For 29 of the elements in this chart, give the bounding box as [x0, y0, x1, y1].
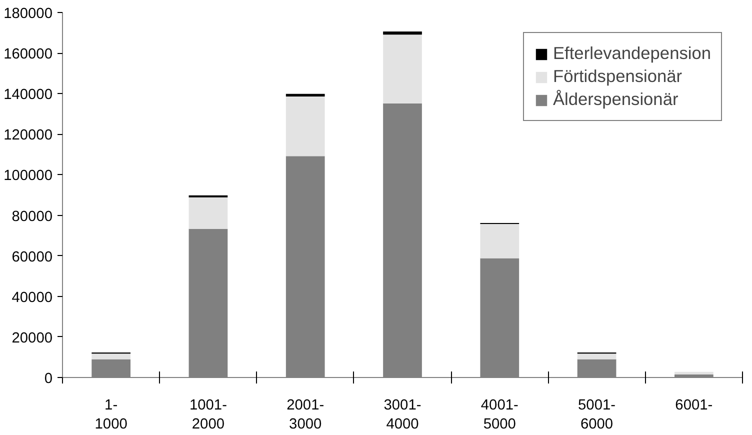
bar	[286, 94, 325, 96]
x-tick-label: 1- 1000	[94, 398, 128, 433]
x-tick-label: 4001- 5000	[480, 398, 519, 433]
x-tick-label: 6001-	[675, 398, 713, 414]
y-tick-label: 120000	[4, 128, 53, 144]
y-tick-label: 180000	[4, 6, 53, 22]
bar	[383, 34, 422, 104]
y-tick-label: 0	[44, 371, 53, 387]
bar	[383, 32, 422, 35]
y-tick-label: 20000	[12, 330, 53, 346]
legend-label: Ålderspensionär	[553, 89, 678, 110]
x-tick-label: 3001- 4000	[384, 398, 422, 433]
y-tick-label: 100000	[4, 168, 53, 184]
y-tick-label: 140000	[4, 87, 53, 104]
bar	[674, 372, 714, 374]
bar	[188, 197, 228, 229]
bar	[286, 96, 325, 156]
y-tick-label: 60000	[12, 249, 53, 266]
y-tick-label: 160000	[4, 46, 53, 63]
x-tick-label: 2001- 3000	[286, 398, 324, 433]
legend-label: Efterlevandepension	[553, 43, 711, 64]
bar	[480, 224, 520, 258]
y-tick-label: 40000	[12, 290, 53, 306]
bar	[92, 354, 130, 360]
bar	[577, 354, 616, 360]
x-tick-label: 5001- 6000	[578, 398, 616, 433]
legend-label: Förtidspensionär	[553, 66, 682, 87]
x-tick-label: 1001- 2000	[189, 398, 228, 433]
y-tick-label: 80000	[12, 208, 53, 225]
